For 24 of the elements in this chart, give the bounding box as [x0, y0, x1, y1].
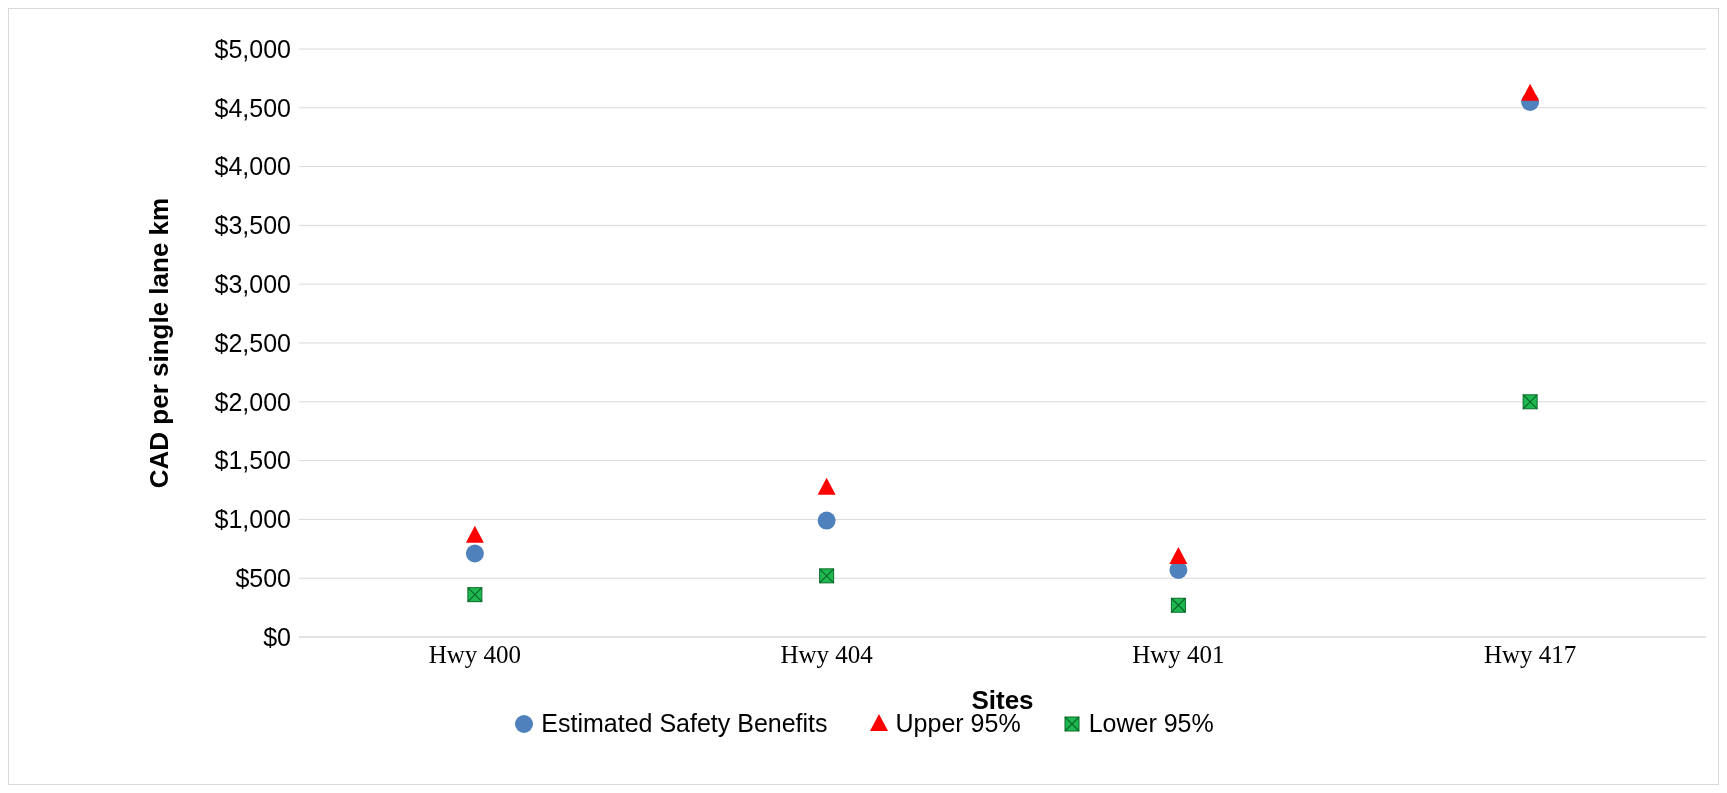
point	[1169, 547, 1188, 565]
point	[465, 525, 484, 543]
x-tick-label: Hwy 417	[1483, 640, 1577, 668]
y-tick-label: $4,000	[214, 152, 291, 181]
x-tick-label: Hwy 404	[780, 640, 874, 668]
point	[817, 477, 836, 495]
y-tick-label: $1,500	[214, 446, 291, 475]
y-tick-label: $3,500	[214, 211, 291, 240]
y-tick-label: $2,000	[214, 387, 291, 416]
point	[817, 511, 836, 530]
y-tick-label: $3,000	[214, 270, 291, 299]
y-tick-label: $5,000	[214, 34, 291, 63]
y-tick-label: $1,000	[214, 505, 291, 534]
y-tick-label: $500	[235, 564, 291, 593]
y-tick-label: $0	[263, 622, 291, 651]
point	[465, 544, 484, 563]
x-tick-label: Hwy 401	[1132, 640, 1225, 668]
legend-label: Lower 95%	[1088, 709, 1214, 738]
point	[1521, 83, 1540, 101]
y-tick-label: $4,500	[214, 93, 291, 122]
x-tick-label: Hwy 400	[428, 640, 522, 668]
legend-label: Estimated Safety Benefits	[541, 709, 828, 738]
y-axis-title: CAD per single lane km	[144, 197, 175, 489]
y-tick-label: $2,500	[214, 328, 291, 357]
